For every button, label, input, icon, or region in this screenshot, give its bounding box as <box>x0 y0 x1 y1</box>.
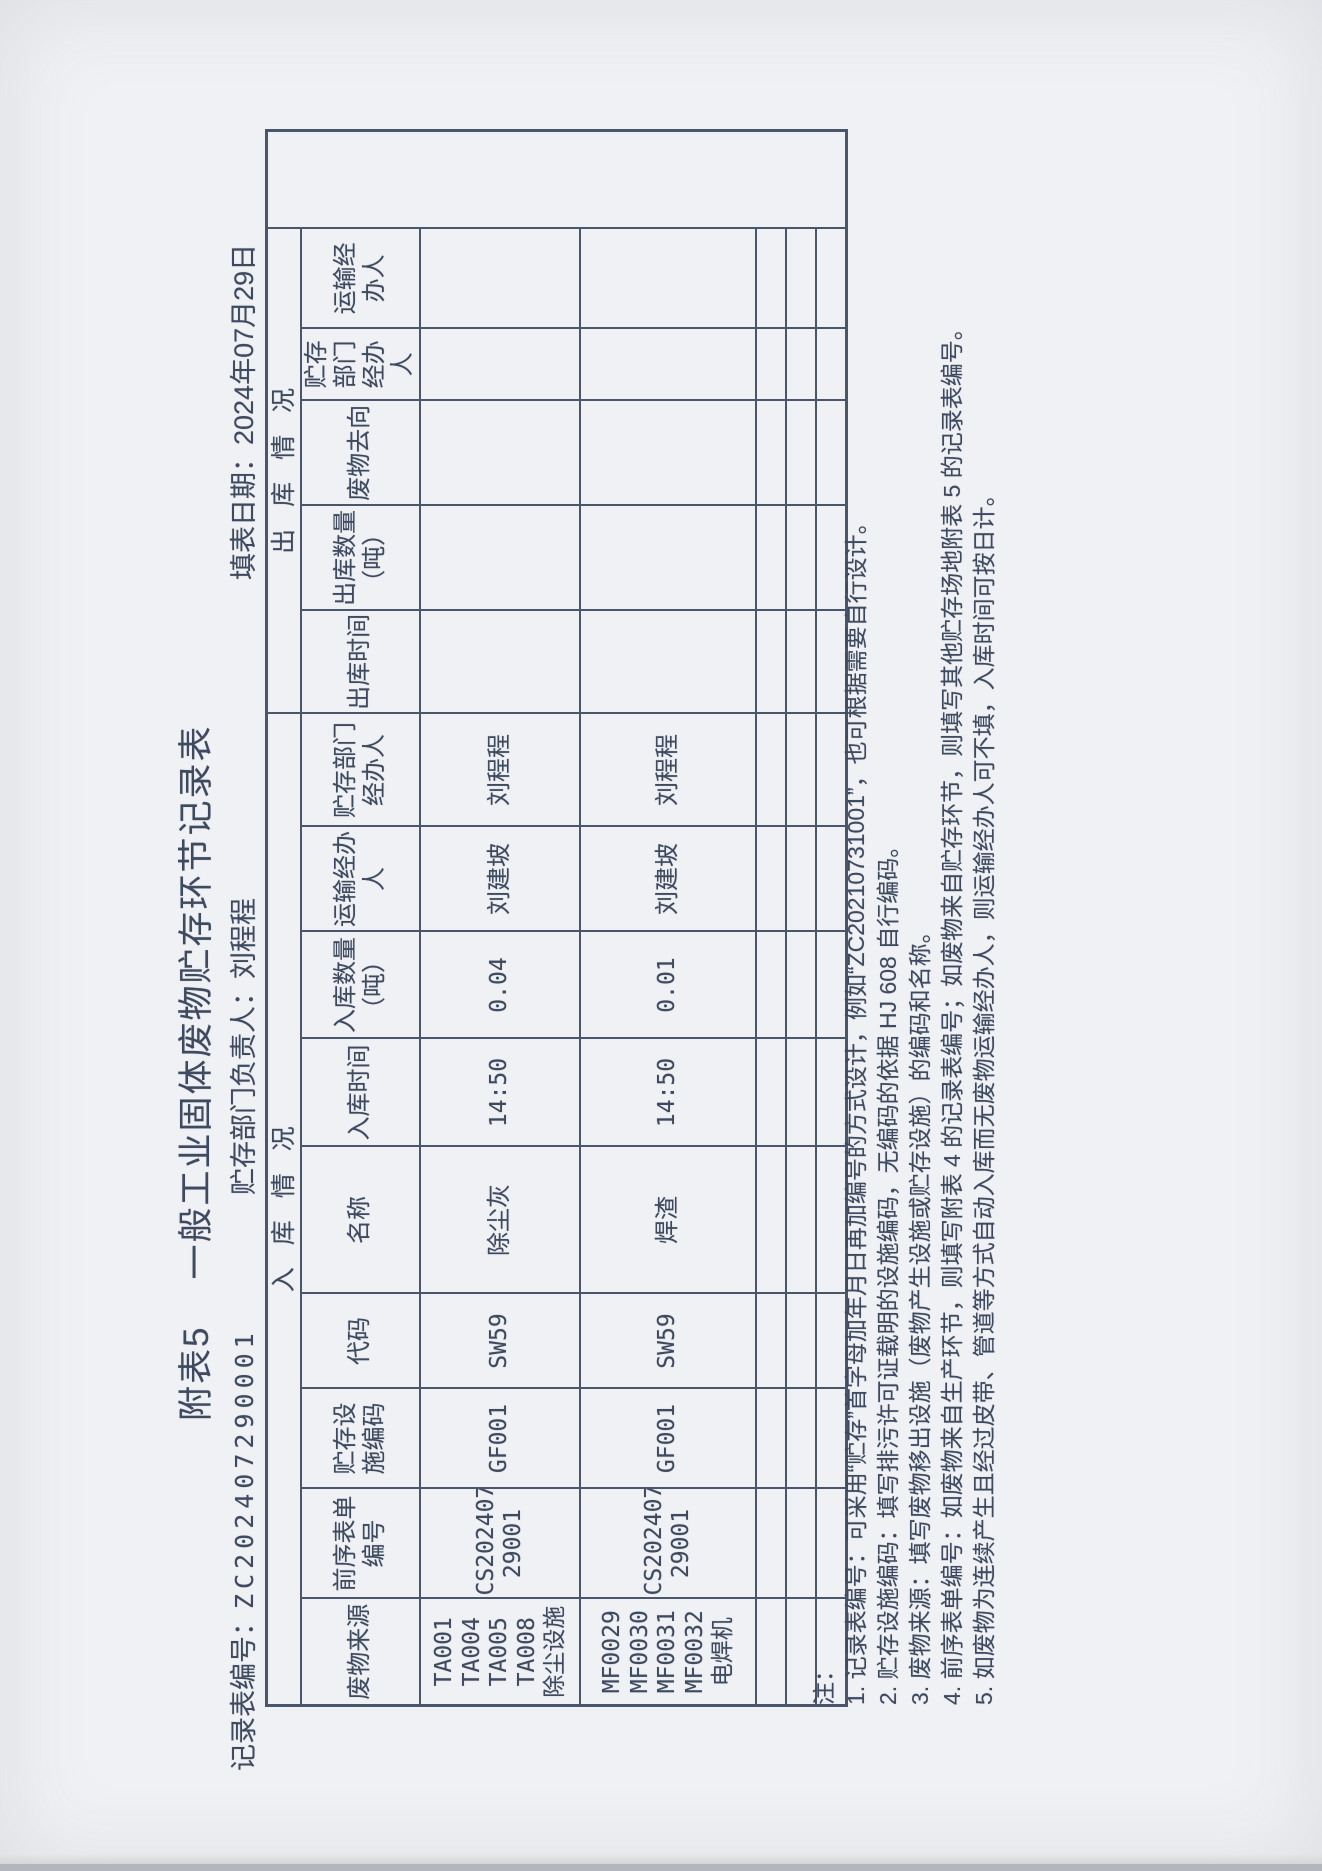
cell-previous-form-no: CS202407 29001 <box>580 1488 757 1599</box>
footnote-2: 2. 贮存设施编码：填写排污许可证载明的设施编码，无编码的依据 HJ 608 自… <box>875 834 901 1705</box>
col-header-waste-destination: 废物去向 <box>301 400 421 506</box>
empty-row <box>756 130 787 1706</box>
meta-line: 记录表编号：ZC202407290001 贮存部门负责人：刘程程 填表日期：20… <box>222 0 259 1871</box>
footnote-3: 3. 废物来源：填写废物移出设施（废物产生设施或贮存设施）的编码和名称。 <box>907 920 933 1705</box>
cell-out-quantity <box>580 505 757 611</box>
col-header-out-transport-handler: 运输经办人 <box>301 228 421 329</box>
empty-cell <box>756 1146 787 1294</box>
cell-out-time <box>420 610 581 714</box>
footnotes: 注： 1. 记录表编号：可采用“贮存”首字母加年月日再加编号的方式设计，例如“Z… <box>808 317 1000 1705</box>
cell-out-transport-handler <box>580 228 757 329</box>
cell-waste-destination <box>420 400 581 506</box>
col-header-out-storage-handler: 贮存部门经办人 <box>301 328 421 401</box>
cell-in-storage-handler: 刘程程 <box>580 713 757 827</box>
appendix-label: 附表5 <box>177 1325 216 1421</box>
cell-in-quantity: 0.01 <box>580 931 757 1039</box>
empty-cell <box>756 228 787 329</box>
empty-cell <box>756 713 787 827</box>
empty-cell <box>816 228 847 329</box>
table-row-1: TA001 TA004 TA005 TA008 除尘设施 CS202407 29… <box>420 130 581 1706</box>
empty-cell <box>756 610 787 714</box>
col-header-waste-source: 废物来源 <box>301 1598 421 1706</box>
record-number-label: 记录表编号： <box>229 1609 259 1771</box>
empty-cell <box>756 1598 787 1706</box>
footnote-5: 5. 如废物为连续产生且经过皮带、管道等方式自动入库而无废物运输经办人，则运输经… <box>971 483 997 1705</box>
empty-cell <box>756 505 787 611</box>
record-number-value: ZC202407290001 <box>230 1328 259 1609</box>
empty-cell <box>756 931 787 1039</box>
cell-in-time: 14:50 <box>420 1038 581 1147</box>
empty-cell <box>756 1038 787 1147</box>
page-title: 一般工业固体废物贮存环节记录表 <box>177 724 216 1280</box>
column-header-row: 废物来源 前序表单编号 贮存设施编码 代码 名称 入库时间 入库数量（吨） 运输… <box>301 130 421 1706</box>
cell-code: SW59 <box>420 1293 581 1389</box>
cell-facility-code: GF001 <box>420 1388 581 1489</box>
cell-facility-code: GF001 <box>580 1388 757 1489</box>
cell-code: SW59 <box>580 1293 757 1389</box>
cell-out-time <box>580 610 757 714</box>
col-header-code: 代码 <box>301 1293 421 1389</box>
fill-date: 填表日期：2024年07月29日 <box>222 244 261 580</box>
cell-in-time: 14:50 <box>580 1038 757 1147</box>
cell-waste-destination <box>580 400 757 506</box>
footnote-label: 注： <box>811 1659 837 1705</box>
empty-cell <box>756 1488 787 1599</box>
storage-record-table: 入库情况 出库情况 废物来源 前序表单编号 贮存设施编码 代码 名称 入库时间 … <box>265 128 848 1707</box>
storage-manager: 贮存部门负责人：刘程程 <box>222 898 261 1195</box>
empty-cell <box>786 228 817 329</box>
col-header-in-time: 入库时间 <box>301 1038 421 1147</box>
record-number: 记录表编号：ZC202407290001 <box>222 1328 261 1771</box>
empty-cell <box>756 1293 787 1389</box>
col-header-name: 名称 <box>301 1146 421 1294</box>
cell-in-transport-handler: 刘建坡 <box>580 826 757 932</box>
col-header-previous-form-no: 前序表单编号 <box>301 1488 421 1599</box>
section-header-out: 出库情况 <box>266 228 301 714</box>
col-header-in-storage-handler: 贮存部门经办人 <box>301 713 421 827</box>
col-header-in-transport-handler: 运输经办人 <box>301 826 421 932</box>
footnote-4: 4. 前序表单编号：如废物来自生产环节，则填写附表 4 的记录表编号；如废物来自… <box>939 317 965 1705</box>
cell-waste-source: TA001 TA004 TA005 TA008 除尘设施 <box>420 1598 581 1706</box>
col-header-out-quantity: 出库数量（吨） <box>301 505 421 611</box>
col-header-out-time: 出库时间 <box>301 610 421 714</box>
empty-cell <box>756 826 787 932</box>
storage-manager-value: 刘程程 <box>229 898 259 979</box>
cell-in-storage-handler: 刘程程 <box>420 713 581 827</box>
empty-cell <box>756 400 787 506</box>
cell-out-storage-handler <box>580 328 757 401</box>
cell-name: 除尘灰 <box>420 1146 581 1294</box>
fill-date-label: 填表日期： <box>229 445 259 580</box>
title-line: 附表5 一般工业固体废物贮存环节记录表 <box>168 725 219 1421</box>
section-header-in: 入库情况 <box>266 713 301 1706</box>
cell-waste-source: MF0029 MF0030 MF0031 MF0032 电焊机 <box>580 1598 757 1706</box>
cell-out-storage-handler <box>420 328 581 401</box>
fill-date-value: 2024年07月29日 <box>229 243 259 445</box>
cell-in-transport-handler: 刘建坡 <box>420 826 581 932</box>
cell-out-transport-handler <box>420 228 581 329</box>
cell-in-quantity: 0.04 <box>420 931 581 1039</box>
section-header-row: 入库情况 出库情况 <box>266 130 301 1706</box>
cell-name: 焊渣 <box>580 1146 757 1294</box>
cell-previous-form-no: CS202407 29001 <box>420 1488 581 1599</box>
cell-out-quantity <box>420 505 581 611</box>
col-header-facility-code: 贮存设施编码 <box>301 1388 421 1489</box>
empty-cell <box>756 1388 787 1489</box>
scan-edge <box>0 1864 1322 1871</box>
storage-manager-label: 贮存部门负责人： <box>229 979 259 1195</box>
table-row-2: MF0029 MF0030 MF0031 MF0032 电焊机 CS202407… <box>580 130 757 1706</box>
scan-edge-shadow <box>0 1854 1322 1864</box>
col-header-in-quantity: 入库数量（吨） <box>301 931 421 1039</box>
empty-cell <box>756 328 787 401</box>
footnote-1: 1. 记录表编号：可采用“贮存”首字母加年月日再加编号的方式设计，例如“ZC20… <box>843 511 869 1705</box>
